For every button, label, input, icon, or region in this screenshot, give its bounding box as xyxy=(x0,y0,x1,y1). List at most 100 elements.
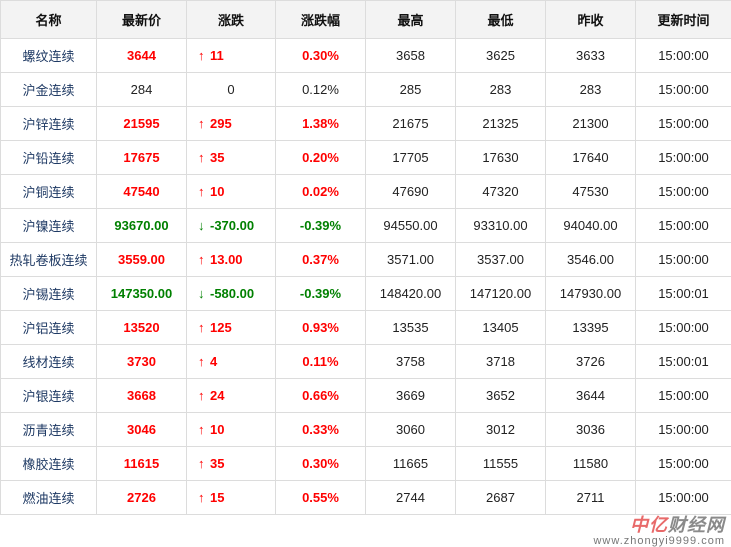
col-update-time-cell: 15:00:00 xyxy=(635,446,731,481)
col-high-cell: 21675 xyxy=(365,106,456,141)
arrow-up-icon: ↑ xyxy=(198,490,205,505)
col-last-price-cell: 3644 xyxy=(96,38,187,73)
col-change-cell: ↑ 125 xyxy=(186,310,276,345)
col-prev-close-cell: 3644 xyxy=(545,378,636,413)
col-name-cell[interactable]: 沪铜连续 xyxy=(0,174,97,209)
col-change-cell: ↑ 35 xyxy=(186,140,276,175)
col-change-cell: ↑ 4 xyxy=(186,344,276,379)
col-name-cell[interactable]: 燃油连续 xyxy=(0,480,97,515)
col-change-pct-cell: 0.11% xyxy=(275,344,366,379)
col-low-cell: 93310.00 xyxy=(455,208,546,243)
col-low-cell: 3012 xyxy=(455,412,546,447)
col-name-cell[interactable]: 沪镍连续 xyxy=(0,208,97,243)
col-high-cell: 94550.00 xyxy=(365,208,456,243)
col-last-price-cell: 21595 xyxy=(96,106,187,141)
col-update-time-cell: 15:00:01 xyxy=(635,276,731,311)
table-row[interactable]: 沪锌连续 21595 ↑ 295 1.38% 21675 21325 21300 15:00:0… xyxy=(0,106,731,141)
arrow-up-icon: ↑ xyxy=(198,150,205,165)
table-row[interactable]: 沪镍连续 93670.00 ↓ -370.00 -0.39% 94550.00 93310.… xyxy=(0,208,731,243)
col-prev-close-header: 昨收 xyxy=(545,0,636,39)
col-change-pct-cell: 0.33% xyxy=(275,412,366,447)
col-name-header: 名称 xyxy=(0,0,97,39)
col-name-cell[interactable]: 橡胶连续 xyxy=(0,446,97,481)
table-row[interactable]: 螺纹连续 3644 ↑ 11 0.30% 3658 3625 3633 15:00:00 xyxy=(0,38,731,73)
col-last-price-header: 最新价 xyxy=(96,0,187,39)
col-high-cell: 13535 xyxy=(365,310,456,345)
col-prev-close-cell: 47530 xyxy=(545,174,636,209)
change-value: 35 xyxy=(210,150,225,165)
col-update-time-header: 更新时间 xyxy=(635,0,731,39)
col-low-header: 最低 xyxy=(455,0,546,39)
change-value: 10 xyxy=(210,422,225,437)
col-prev-close-cell: 21300 xyxy=(545,106,636,141)
col-update-time-cell: 15:00:00 xyxy=(635,310,731,345)
col-high-cell: 285 xyxy=(365,72,456,107)
table-row[interactable]: 沪锡连续 147350.00 ↓ -580.00 -0.39% 148420.00 1471… xyxy=(0,276,731,311)
col-high-cell: 148420.00 xyxy=(365,276,456,311)
col-low-cell: 47320 xyxy=(455,174,546,209)
col-prev-close-cell: 13395 xyxy=(545,310,636,345)
col-high-cell: 17705 xyxy=(365,140,456,175)
col-update-time-cell: 15:00:00 xyxy=(635,106,731,141)
table-row[interactable]: 燃油连续 2726 ↑ 15 0.55% 2744 2687 2711 15:00:00 xyxy=(0,480,731,515)
col-name-cell[interactable]: 热轧卷板连续 xyxy=(0,242,97,277)
col-high-cell: 3060 xyxy=(365,412,456,447)
table-row[interactable]: 沥青连续 3046 ↑ 10 0.33% 3060 3012 3036 15:00:00 xyxy=(0,412,731,447)
arrow-up-icon: ↑ xyxy=(198,354,205,369)
col-prev-close-cell: 94040.00 xyxy=(545,208,636,243)
table-row[interactable]: 沪金连续 284 0 0.12% 285 283 283 15:00:00 xyxy=(0,72,731,107)
col-name-cell[interactable]: 沪锌连续 xyxy=(0,106,97,141)
table-row[interactable]: 沪银连续 3668 ↑ 24 0.66% 3669 3652 3644 15:00:00 xyxy=(0,378,731,413)
change-value: 4 xyxy=(210,354,218,369)
change-value: 10 xyxy=(210,184,225,199)
col-low-cell: 3625 xyxy=(455,38,546,73)
col-update-time-cell: 15:00:00 xyxy=(635,38,731,73)
table-row[interactable]: 橡胶连续 11615 ↑ 35 0.30% 11665 11555 11580 15:00:00 xyxy=(0,446,731,481)
col-update-time-cell: 15:00:00 xyxy=(635,480,731,515)
col-change-cell: ↑ 10 xyxy=(186,412,276,447)
change-value: 295 xyxy=(210,116,232,131)
col-name-cell[interactable]: 螺纹连续 xyxy=(0,38,97,73)
col-name-cell[interactable]: 沪金连续 xyxy=(0,72,97,107)
col-change-cell: ↑ 35 xyxy=(186,446,276,481)
col-change-pct-cell: 0.12% xyxy=(275,72,366,107)
col-prev-close-cell: 2711 xyxy=(545,480,636,515)
col-low-cell: 147120.00 xyxy=(455,276,546,311)
col-change-cell: 0 xyxy=(186,72,276,107)
col-change-pct-cell: 0.30% xyxy=(275,38,366,73)
arrow-up-icon: ↑ xyxy=(198,320,205,335)
col-name-cell[interactable]: 沪锡连续 xyxy=(0,276,97,311)
col-high-cell: 11665 xyxy=(365,446,456,481)
col-last-price-cell: 284 xyxy=(96,72,187,107)
col-change-pct-cell: 0.30% xyxy=(275,446,366,481)
col-low-cell: 283 xyxy=(455,72,546,107)
col-prev-close-cell: 17640 xyxy=(545,140,636,175)
arrow-up-icon: ↑ xyxy=(198,48,205,63)
col-name-cell[interactable]: 沪铝连续 xyxy=(0,310,97,345)
col-change-pct-cell: -0.39% xyxy=(275,208,366,243)
col-change-cell: ↓ -370.00 xyxy=(186,208,276,243)
arrow-up-icon: ↑ xyxy=(198,184,205,199)
arrow-down-icon: ↓ xyxy=(198,286,205,301)
col-name-cell[interactable]: 线材连续 xyxy=(0,344,97,379)
col-update-time-cell: 15:00:00 xyxy=(635,72,731,107)
col-update-time-cell: 15:00:00 xyxy=(635,140,731,175)
col-low-cell: 3537.00 xyxy=(455,242,546,277)
change-value: 15 xyxy=(210,490,225,505)
table-row[interactable]: 热轧卷板连续 3559.00 ↑ 13.00 0.37% 3571.00 3537.00 35… xyxy=(0,242,731,277)
table-row[interactable]: 线材连续 3730 ↑ 4 0.11% 3758 3718 3726 15:00:01 xyxy=(0,344,731,379)
col-name-cell[interactable]: 沪铅连续 xyxy=(0,140,97,175)
watermark-brand-suffix: 财经网 xyxy=(668,515,725,535)
table-row[interactable]: 沪铝连续 13520 ↑ 125 0.93% 13535 13405 13395 15:00:0… xyxy=(0,310,731,345)
change-value: 0 xyxy=(227,82,235,97)
col-name-cell[interactable]: 沥青连续 xyxy=(0,412,97,447)
col-change-cell: ↑ 15 xyxy=(186,480,276,515)
col-change-cell: ↑ 10 xyxy=(186,174,276,209)
change-value: 24 xyxy=(210,388,225,403)
table-row[interactable]: 沪铜连续 47540 ↑ 10 0.02% 47690 47320 47530 15:00:00 xyxy=(0,174,731,209)
col-update-time-cell: 15:00:00 xyxy=(635,242,731,277)
table-row[interactable]: 沪铅连续 17675 ↑ 35 0.20% 17705 17630 17640 15:00:00 xyxy=(0,140,731,175)
change-value: -370.00 xyxy=(210,218,255,233)
col-name-cell[interactable]: 沪银连续 xyxy=(0,378,97,413)
